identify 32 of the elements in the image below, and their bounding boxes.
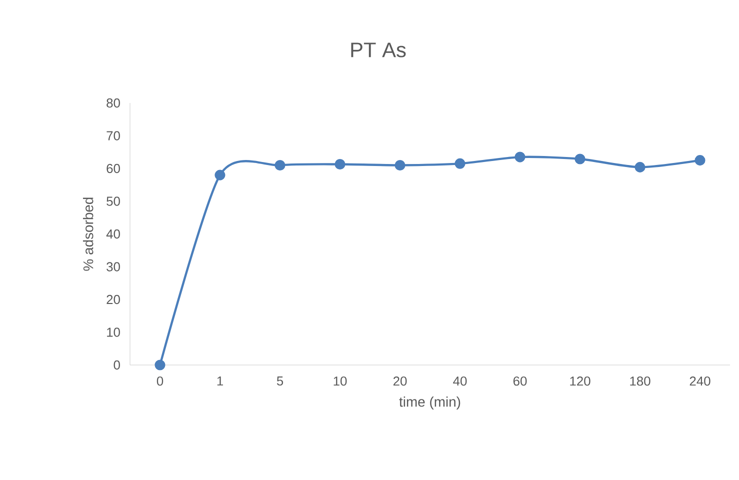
x-tick-label: 120 (570, 376, 590, 386)
y-tick-label: 80 (106, 98, 120, 108)
point (274, 160, 286, 171)
y-tick-label: 40 (106, 229, 120, 239)
x-tick-label: 180 (630, 376, 650, 386)
point (514, 152, 526, 162)
point (154, 360, 166, 370)
point (634, 162, 646, 172)
y-tick-label: 70 (106, 131, 120, 140)
y-tick-label: 20 (106, 294, 120, 304)
point (394, 160, 406, 171)
point (214, 170, 226, 180)
point (454, 158, 466, 169)
y-axis-title: % adsorbed (82, 198, 94, 271)
x-tick-label: 240 (690, 376, 710, 386)
x-tick-label: 10 (334, 376, 347, 386)
x-tick-label: 40 (453, 376, 467, 386)
point (694, 155, 706, 166)
x-tick-label: 60 (513, 376, 527, 386)
y-tick-label: 60 (106, 164, 120, 174)
y-tick-label: 0 (114, 360, 120, 370)
x-tick-label: 5 (276, 376, 284, 386)
chart-title: PT As (351, 42, 406, 58)
y-tick-label: 30 (106, 262, 120, 272)
x-axis-title: time (min) (399, 396, 460, 410)
x-tick-label: 0 (156, 376, 164, 386)
x-tick-label: 20 (393, 376, 407, 386)
point (574, 154, 586, 164)
x-tick-label: 1 (217, 376, 223, 386)
point (334, 158, 346, 170)
y-tick-label: 50 (106, 196, 120, 206)
y-tick-label: 10 (107, 328, 120, 337)
